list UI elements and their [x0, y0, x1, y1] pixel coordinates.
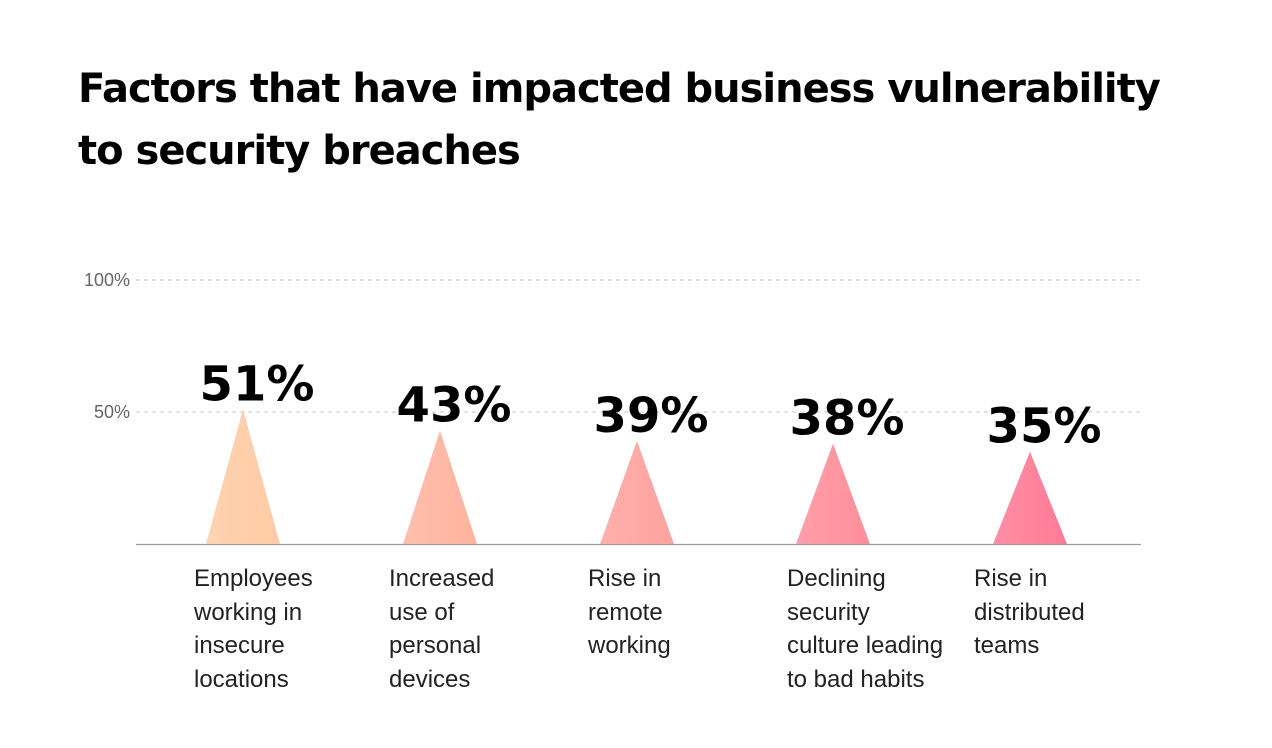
- category-label-line: devices: [389, 665, 471, 693]
- value-label-1: 51%: [200, 356, 315, 412]
- value-label-4: 38%: [790, 391, 905, 447]
- category-label-line: locations: [194, 665, 289, 693]
- category-label-2: Increased use of personal devices: [389, 562, 569, 696]
- value-label-3: 39%: [594, 388, 709, 444]
- bar-1: [206, 409, 280, 544]
- category-label-line: Employees: [194, 565, 313, 592]
- bar-2: [403, 430, 477, 544]
- category-label-line: Declining: [787, 565, 886, 592]
- category-label-line: Rise in: [588, 565, 662, 592]
- category-label-line: to bad habits: [787, 665, 925, 693]
- bar-5: [993, 451, 1067, 544]
- y-tick-label: 100%: [84, 270, 130, 290]
- bar-3: [600, 441, 674, 544]
- category-label-4: Declining security culture leading to bad h…: [787, 562, 967, 696]
- y-tick-label: 50%: [94, 402, 130, 422]
- category-label-1: Employees working in insecure locations: [194, 562, 374, 696]
- category-label-5: Rise in distributed teams: [974, 562, 1154, 663]
- category-label-line: teams: [974, 632, 1040, 659]
- category-label-line: culture leading: [787, 632, 944, 659]
- value-label-5: 35%: [987, 399, 1102, 455]
- category-label-line: Rise in: [974, 565, 1048, 592]
- category-label-line: working: [588, 632, 671, 659]
- category-label-line: personal: [389, 632, 482, 659]
- chart-title: Factors that have impacted business vuln…: [78, 66, 1161, 174]
- category-label-line: use of: [389, 598, 455, 626]
- category-label-line: distributed: [974, 598, 1085, 626]
- category-label-line: working in: [194, 598, 303, 626]
- value-label-2: 43%: [397, 377, 512, 433]
- category-label-3: Rise in remote working: [588, 562, 768, 663]
- category-label-line: remote: [588, 598, 663, 626]
- category-label-line: insecure: [194, 632, 285, 659]
- category-label-line: security: [787, 598, 870, 626]
- category-label-line: Increased: [389, 565, 495, 592]
- bar-4: [796, 443, 870, 544]
